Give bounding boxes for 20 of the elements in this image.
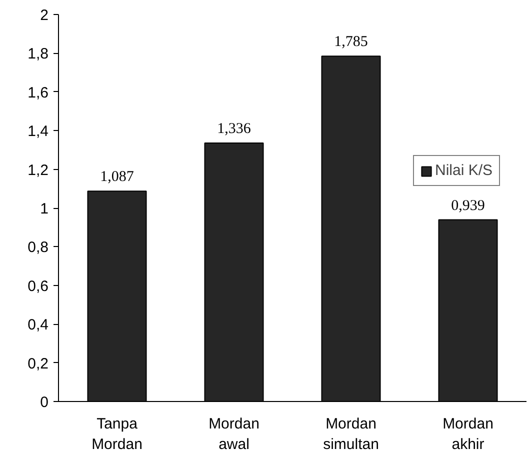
y-tick-label: 2: [40, 7, 48, 24]
y-tick-label: 0,4: [28, 316, 49, 334]
y-tick-label: 1,8: [28, 46, 49, 63]
x-tick-label: Mordan akhir: [442, 416, 494, 453]
x-tick-label: Mordan simultan: [323, 416, 379, 453]
text: 1,336: [217, 120, 251, 137]
y-tick-label: 1,2: [28, 162, 49, 179]
text: 0,939: [451, 198, 485, 214]
text: 1,785: [334, 34, 368, 50]
y-tick-label: 1: [40, 200, 48, 218]
y-tick-label: 1,6: [28, 84, 49, 102]
x-tick-label: Mordan awal: [208, 416, 260, 453]
y-tick-label: 0: [40, 394, 48, 411]
y-tick-label: 0,6: [28, 278, 49, 295]
y-tick-label: 1,4: [28, 123, 49, 140]
y-tick-label: 0,8: [28, 239, 49, 256]
y-tick-label: 0,2: [28, 355, 49, 372]
x-tick-label: Tanpa Mordan: [92, 416, 142, 453]
legend-label: Nilai K/S: [435, 162, 493, 179]
text: 1,087: [100, 169, 134, 186]
